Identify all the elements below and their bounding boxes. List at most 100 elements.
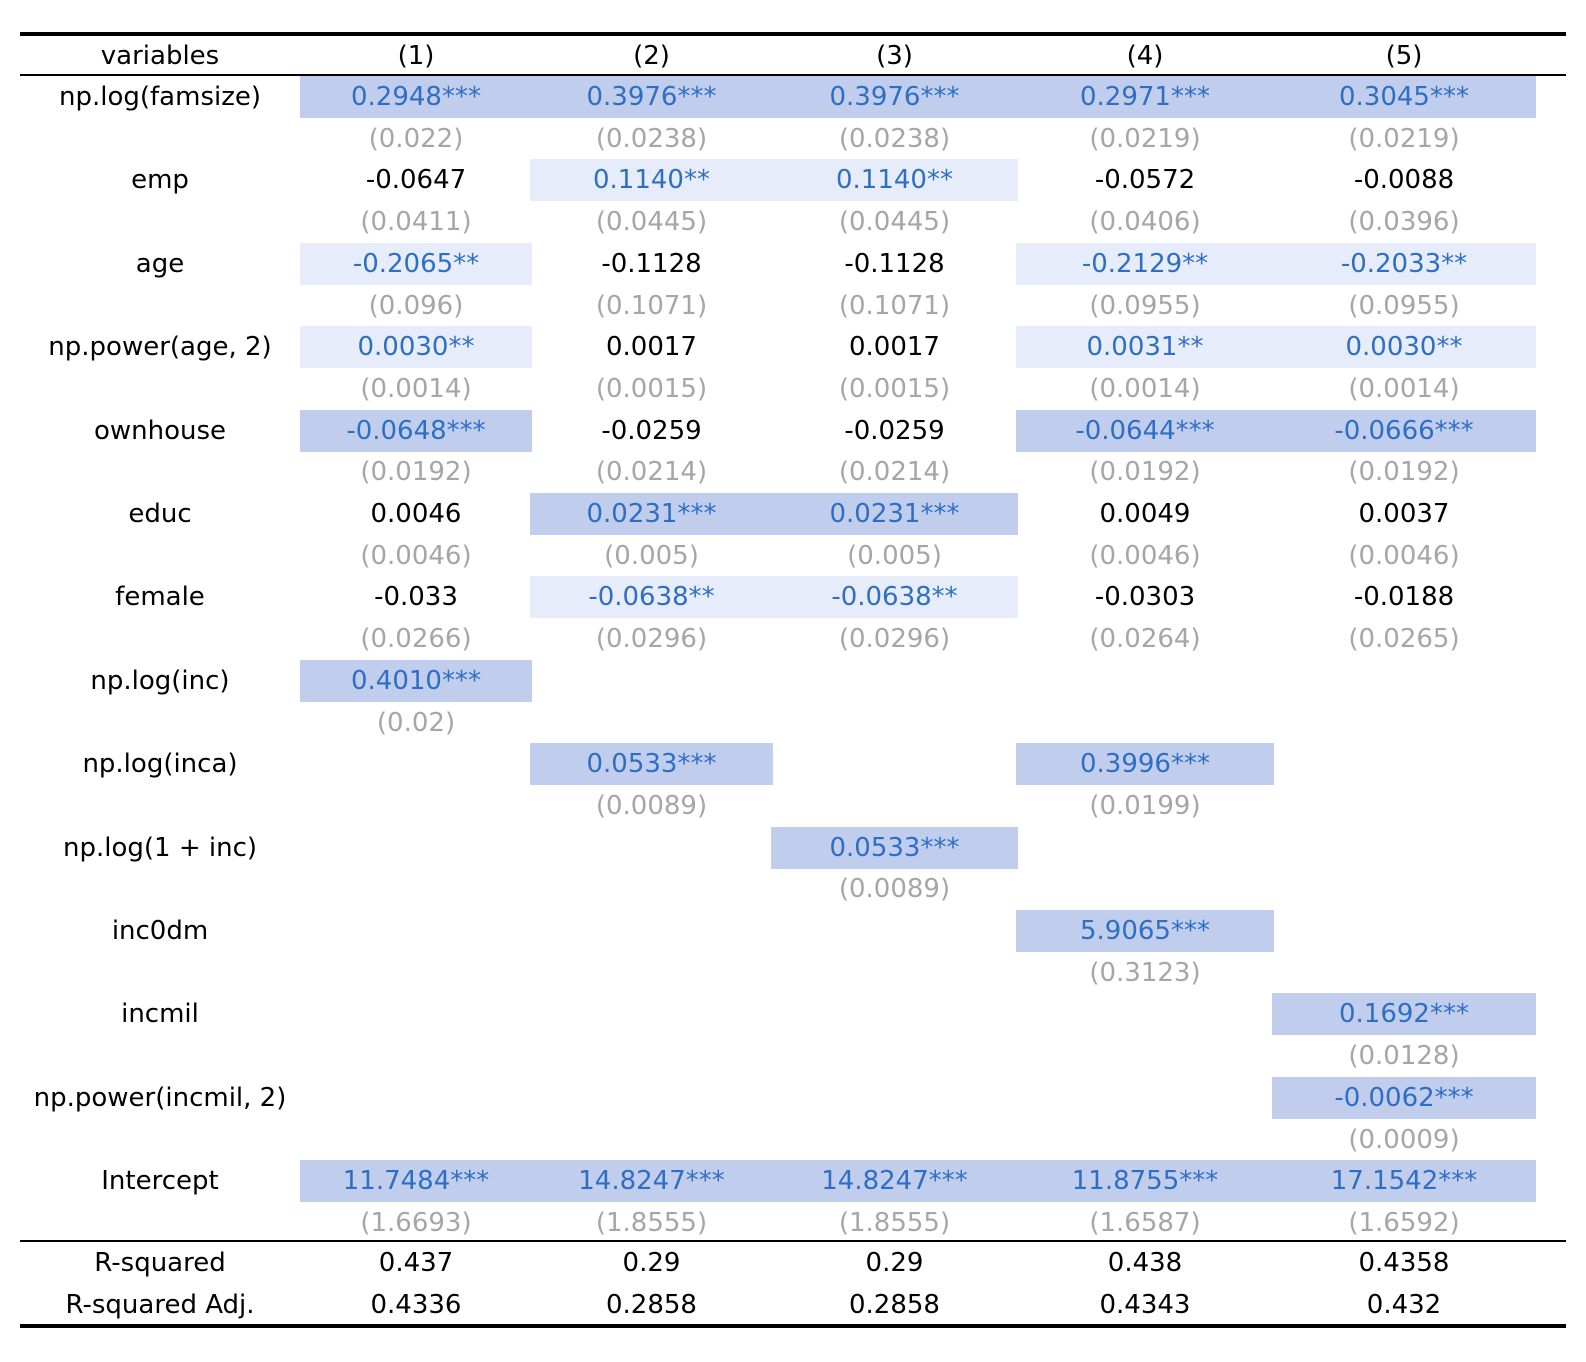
stat-value: 0.29 xyxy=(865,1248,924,1278)
stat-value: 0.432 xyxy=(1366,1290,1442,1320)
std-error-cell: (0.0009) xyxy=(1348,1124,1460,1155)
std-error-cell xyxy=(530,868,773,910)
coef-cell: 0.0031** xyxy=(1016,326,1274,369)
coef-cell: -0.1128 xyxy=(844,248,945,279)
std-error-cell: (0.3123) xyxy=(1089,957,1201,988)
coef-cell xyxy=(1272,910,1536,952)
std-error-cell xyxy=(771,785,1018,827)
coef-cell: -0.2065** xyxy=(300,242,532,285)
header-model-1: (1) xyxy=(397,41,435,71)
variable-label: ownhouse xyxy=(93,415,227,446)
variable-label: np.log(1 + inc) xyxy=(62,832,258,863)
std-error-cell: (1.8555) xyxy=(595,1207,708,1238)
std-error-cell xyxy=(1272,702,1536,744)
std-error-cell: (0.0192) xyxy=(1089,457,1201,488)
stats-rule xyxy=(20,1240,1566,1242)
coef-cell: 0.0231*** xyxy=(530,493,773,535)
coef-cell: 0.0533*** xyxy=(771,826,1018,869)
header-model-3: (3) xyxy=(876,41,913,71)
std-error-cell: (0.0296) xyxy=(838,624,951,655)
stat-label: R-squared xyxy=(94,1248,226,1278)
coef-cell: 0.2948*** xyxy=(300,76,532,118)
coef-cell: 0.0533*** xyxy=(530,743,773,786)
stat-label: R-squared Adj. xyxy=(65,1290,255,1320)
coef-cell: -0.033 xyxy=(374,582,458,613)
coef-cell: 0.0030** xyxy=(300,326,532,369)
std-error-cell: (0.0214) xyxy=(838,457,951,488)
std-error-cell xyxy=(771,952,1018,994)
coef-cell: 0.3045*** xyxy=(1272,76,1536,118)
coef-cell xyxy=(300,827,532,869)
std-error-cell xyxy=(1272,868,1536,910)
std-error-cell: (0.02) xyxy=(376,707,456,738)
variable-label: inc0dm xyxy=(111,916,209,946)
coef-cell xyxy=(1272,827,1536,869)
header-row: variables (1) (2) (3) (4) (5) xyxy=(20,35,1566,77)
std-error-row: (1.6693) (1.8555) (1.8555) (1.6587) (1.6592) xyxy=(20,1202,1566,1244)
std-error-cell: (0.005) xyxy=(604,540,699,571)
coef-row: np.power(age, 2) 0.0030** 0.0017 0.0017 0.00… xyxy=(20,326,1566,369)
coef-cell: 11.8755*** xyxy=(1016,1160,1274,1203)
variable-label: age xyxy=(135,248,185,279)
std-error-cell: (0.0264) xyxy=(1089,624,1201,655)
std-error-row: (0.0192) (0.0214) (0.0214) (0.0192) (0.0192) xyxy=(20,451,1566,493)
std-error-cell: (0.0014) xyxy=(1348,373,1460,404)
coef-cell xyxy=(1016,993,1274,1035)
std-error-row: (0.0046) (0.005) (0.005) (0.0046) (0.0046) xyxy=(20,535,1566,577)
std-error-cell: (0.022) xyxy=(368,123,464,154)
coef-cell: -0.0666*** xyxy=(1272,409,1536,452)
header-model-4: (4) xyxy=(1126,41,1164,71)
std-error-row: (0.0009) xyxy=(20,1119,1566,1161)
std-error-cell xyxy=(1016,1035,1274,1077)
std-error-row: (0.022) (0.0238) (0.0238) (0.0219) (0.0219) xyxy=(20,118,1566,160)
std-error-cell: (0.0128) xyxy=(1348,1041,1460,1072)
std-error-row: (0.0014) (0.0015) (0.0015) (0.0014) (0.0014) xyxy=(20,368,1566,410)
coef-cell: -0.2129** xyxy=(1016,242,1274,285)
std-error-cell: (0.0199) xyxy=(1089,790,1201,821)
bottom-rule xyxy=(20,1324,1566,1328)
coef-cell: 0.2971*** xyxy=(1016,76,1274,118)
std-error-cell: (0.0089) xyxy=(595,790,708,821)
coef-cell: 0.0049 xyxy=(1099,499,1191,529)
std-error-cell: (0.096) xyxy=(368,290,464,321)
stats-row-r-squared: R-squared 0.437 0.29 0.29 0.438 0.4358 xyxy=(20,1242,1566,1284)
coef-row: np.log(1 + inc) 0.0533*** xyxy=(20,826,1566,869)
coef-cell: 0.0017 xyxy=(849,332,940,363)
coef-cell: -0.0638** xyxy=(771,576,1018,619)
coef-row: female -0.033 -0.0638** -0.0638** -0.0303 -0.… xyxy=(20,576,1566,619)
coef-cell: 0.1140** xyxy=(530,159,773,202)
std-error-cell: (0.0265) xyxy=(1348,624,1460,655)
stats-row-r-squared-adj: R-squared Adj. 0.4336 0.2858 0.2858 0.43… xyxy=(20,1284,1566,1326)
std-error-cell xyxy=(300,1119,532,1161)
stat-value: 0.4336 xyxy=(370,1290,462,1320)
coef-cell: 5.9065*** xyxy=(1016,910,1274,952)
stat-value: 0.2858 xyxy=(849,1290,940,1320)
coef-row: np.log(inca) 0.0533*** 0.3996*** xyxy=(20,743,1566,786)
std-error-cell xyxy=(530,1119,773,1161)
std-error-row: (0.0266) (0.0296) (0.0296) (0.0264) (0.0265) xyxy=(20,618,1566,660)
coef-cell: 0.0037 xyxy=(1358,499,1450,529)
coef-cell: -0.0572 xyxy=(1094,165,1196,196)
std-error-cell xyxy=(300,785,532,827)
std-error-cell xyxy=(530,702,773,744)
std-error-cell xyxy=(1016,868,1274,910)
variable-label: Intercept xyxy=(101,1166,219,1197)
coef-cell: 0.3976*** xyxy=(530,76,773,118)
coef-cell: -0.0188 xyxy=(1353,582,1455,613)
std-error-cell: (0.005) xyxy=(847,540,942,571)
std-error-cell: (1.8555) xyxy=(838,1207,951,1238)
coef-cell: -0.0647 xyxy=(365,165,467,196)
std-error-cell: (0.0219) xyxy=(1089,123,1201,154)
coef-cell: 0.0017 xyxy=(606,332,697,363)
std-error-cell xyxy=(530,952,773,994)
std-error-cell: (0.0089) xyxy=(838,874,951,905)
stat-value: 0.4358 xyxy=(1358,1248,1450,1278)
std-error-cell: (0.0955) xyxy=(1089,290,1201,321)
coef-cell xyxy=(300,1077,532,1119)
std-error-cell xyxy=(300,952,532,994)
coef-cell xyxy=(1016,1077,1274,1119)
stat-value: 0.2858 xyxy=(606,1290,697,1320)
stat-value: 0.4343 xyxy=(1099,1290,1191,1320)
std-error-cell xyxy=(1272,952,1536,994)
std-error-row: (0.0089) xyxy=(20,868,1566,910)
